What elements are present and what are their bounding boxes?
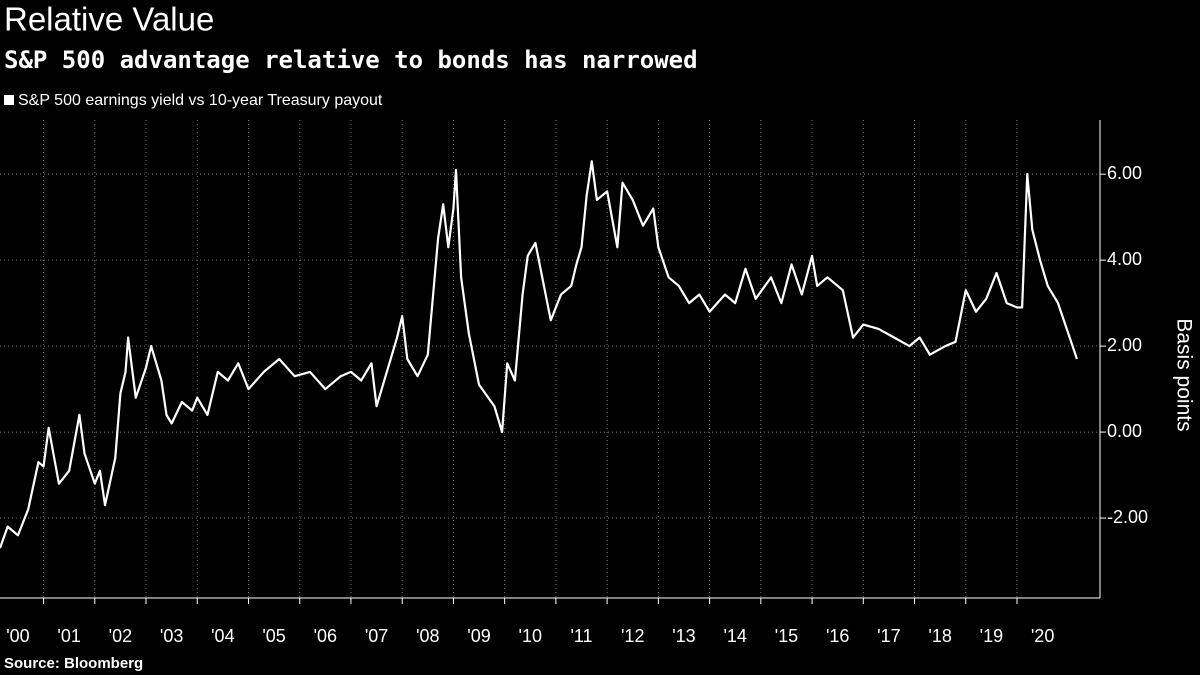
x-tick-label: '11 <box>570 626 592 646</box>
x-tick-label: '01 <box>57 626 80 646</box>
x-tick-label: '06 <box>314 626 337 646</box>
x-tick-label: '12 <box>621 626 644 646</box>
x-tick-label: '05 <box>262 626 285 646</box>
x-tick-label: '19 <box>980 626 1003 646</box>
x-tick-label: '15 <box>775 626 798 646</box>
chart-subtitle: S&P 500 advantage relative to bonds has … <box>4 46 698 74</box>
x-tick-label: '07 <box>365 626 388 646</box>
legend-label: S&P 500 earnings yield vs 10-year Treasu… <box>18 92 383 109</box>
x-tick-label: '00 <box>6 626 29 646</box>
source: Source: Bloomberg <box>4 655 143 672</box>
x-tick-label: '09 <box>467 626 490 646</box>
y-tick-label: 0.00 <box>1107 421 1142 441</box>
x-tick-label: '08 <box>416 626 439 646</box>
y-tick-label: -2.00 <box>1107 507 1148 527</box>
x-tick-label: '14 <box>723 626 746 646</box>
y-tick-label: 2.00 <box>1107 335 1142 355</box>
x-tick-label: '16 <box>826 626 849 646</box>
chart-title: Relative Value <box>4 1 214 38</box>
x-tick-label: '13 <box>672 626 695 646</box>
y-axis-label: Basis points <box>1172 318 1195 431</box>
x-tick-label: '17 <box>877 626 900 646</box>
x-tick-label: '04 <box>211 626 234 646</box>
line-series <box>0 160 1078 549</box>
x-tick-label: '10 <box>519 626 542 646</box>
y-tick-label: 6.00 <box>1107 163 1142 183</box>
x-tick-label: '18 <box>928 626 951 646</box>
x-tick-label: '02 <box>109 626 132 646</box>
x-tick-label: '20 <box>1031 626 1054 646</box>
legend-swatch <box>4 95 14 105</box>
y-tick-label: 4.00 <box>1107 249 1142 269</box>
x-tick-label: '03 <box>160 626 183 646</box>
